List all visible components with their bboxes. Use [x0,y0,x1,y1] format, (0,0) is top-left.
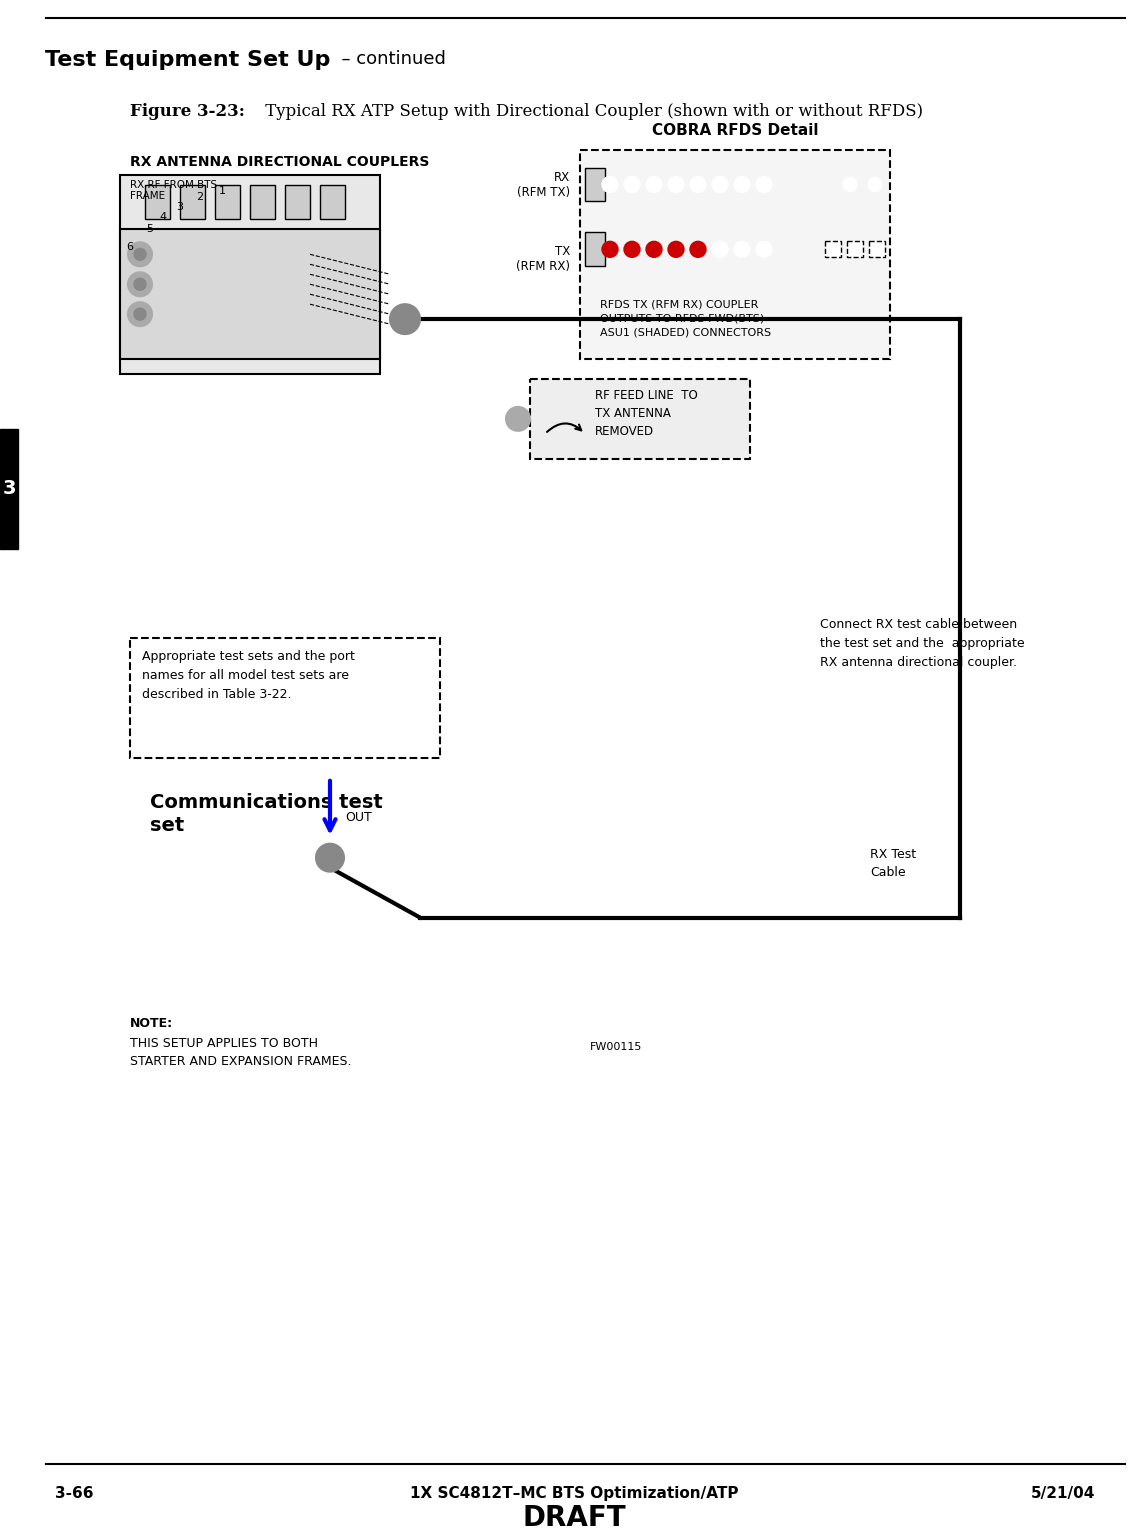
Circle shape [843,177,858,191]
Text: Test Equipment Set Up: Test Equipment Set Up [45,49,331,69]
Circle shape [625,177,639,192]
Text: 3: 3 [2,479,16,499]
Bar [215,185,240,220]
Bar [145,185,170,220]
Text: Appropriate test sets and the port
names for all model test sets are
described i: Appropriate test sets and the port names… [142,651,355,702]
Text: 5/21/04: 5/21/04 [1031,1487,1095,1501]
Text: 4: 4 [160,212,166,223]
Circle shape [134,279,146,291]
Bar [121,229,380,359]
Bar [0,429,18,548]
Bar [585,168,605,202]
Text: – continued: – continued [329,49,445,68]
Text: NOTE:: NOTE: [130,1017,173,1030]
Text: 3: 3 [177,203,184,212]
Text: RX RF FROM BTS
FRAME: RX RF FROM BTS FRAME [130,180,217,202]
Circle shape [625,242,639,257]
Text: RX Test
Cable: RX Test Cable [870,848,916,879]
Text: 6: 6 [126,242,133,252]
Bar [250,185,276,220]
Circle shape [390,305,420,334]
Circle shape [316,843,344,871]
FancyBboxPatch shape [580,149,890,359]
Bar [285,185,310,220]
Circle shape [712,177,728,192]
Bar [320,185,346,220]
Bar [825,242,841,257]
Circle shape [757,242,771,257]
Text: Typical RX ATP Setup with Directional Coupler (shown with or without RFDS): Typical RX ATP Setup with Directional Co… [259,103,923,120]
Text: 1X SC4812T–MC BTS Optimization/ATP: 1X SC4812T–MC BTS Optimization/ATP [410,1487,738,1501]
Text: TX
(RFM RX): TX (RFM RX) [515,245,571,274]
Circle shape [712,242,728,257]
Bar [180,185,205,220]
Text: 3-66: 3-66 [55,1487,93,1501]
Circle shape [506,406,530,431]
Text: Figure 3-23:: Figure 3-23: [130,103,245,120]
FancyBboxPatch shape [130,639,440,759]
Circle shape [690,242,706,257]
Text: RFDS TX (RFM RX) COUPLER
OUTPUTS TO RFDS FWD(BTS)
ASU1 (SHADED) CONNECTORS: RFDS TX (RFM RX) COUPLER OUTPUTS TO RFDS… [600,299,771,337]
Text: 2: 2 [196,192,203,203]
Circle shape [602,177,618,192]
Circle shape [134,308,146,320]
Bar [585,232,605,266]
Bar [869,242,885,257]
Circle shape [646,177,662,192]
Circle shape [127,302,152,326]
Text: OUT: OUT [346,811,372,825]
Bar [847,242,863,257]
Circle shape [127,242,152,266]
Circle shape [127,272,152,295]
Circle shape [690,177,706,192]
Text: FW00115: FW00115 [590,1042,643,1053]
Text: 1: 1 [218,186,225,197]
Text: RF FEED LINE  TO
TX ANTENNA
REMOVED: RF FEED LINE TO TX ANTENNA REMOVED [595,389,698,439]
Circle shape [602,242,618,257]
Circle shape [868,177,882,191]
Text: RX ANTENNA DIRECTIONAL COUPLERS: RX ANTENNA DIRECTIONAL COUPLERS [130,154,429,169]
Circle shape [734,242,750,257]
Text: Connect RX test cable between
the test set and the  appropriate
RX antenna direc: Connect RX test cable between the test s… [820,619,1025,669]
Text: Communications test
set: Communications test set [150,793,382,836]
Circle shape [668,177,684,192]
Circle shape [668,242,684,257]
FancyBboxPatch shape [530,379,750,459]
Text: 5: 5 [147,225,154,234]
Text: RX
(RFM TX): RX (RFM TX) [517,171,571,199]
Text: DRAFT: DRAFT [522,1504,626,1531]
Circle shape [134,248,146,260]
Circle shape [757,177,771,192]
FancyBboxPatch shape [121,174,380,374]
Circle shape [646,242,662,257]
Circle shape [734,177,750,192]
Text: COBRA RFDS Detail: COBRA RFDS Detail [652,123,819,137]
Text: THIS SETUP APPLIES TO BOTH
STARTER AND EXPANSION FRAMES.: THIS SETUP APPLIES TO BOTH STARTER AND E… [130,1037,351,1068]
